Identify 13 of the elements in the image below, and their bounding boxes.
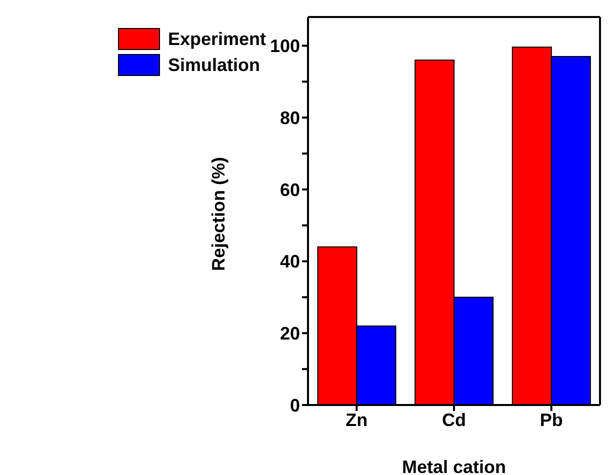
y-axis-title: Rejection (%) <box>208 156 228 271</box>
y-tick-label: 100 <box>270 36 300 56</box>
y-tick-label: 60 <box>280 180 300 200</box>
x-axis-title: Metal cation <box>402 457 506 475</box>
x-tick-label: Pb <box>540 410 563 430</box>
x-tick-label: Cd <box>442 410 466 430</box>
x-tick-label: Zn <box>346 410 368 430</box>
y-tick-label: 20 <box>280 324 300 344</box>
legend-label: Experiment <box>168 28 266 50</box>
legend-label: Simulation <box>168 54 260 76</box>
y-tick-label: 80 <box>280 108 300 128</box>
y-tick-label: 40 <box>280 252 300 272</box>
y-tick-label: 0 <box>290 395 300 416</box>
